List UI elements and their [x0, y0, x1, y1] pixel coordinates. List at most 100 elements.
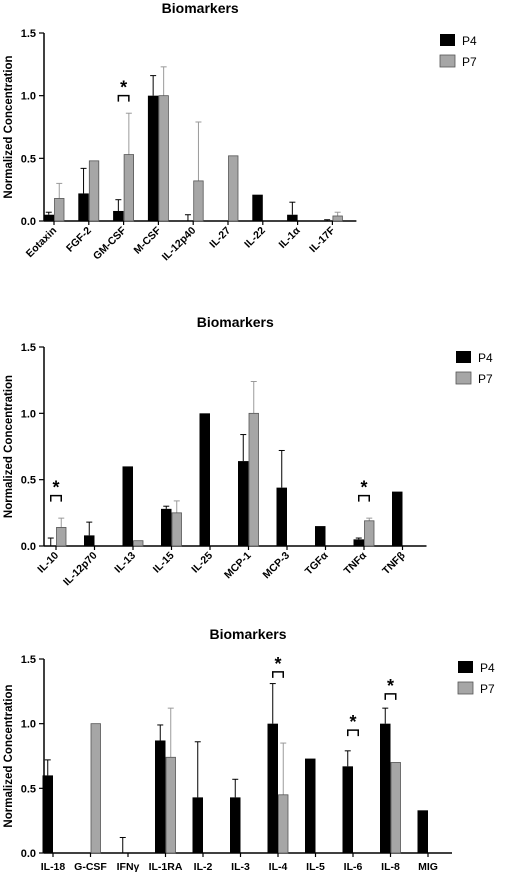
x-tick-label: MIG — [418, 861, 438, 873]
bar-p4 — [147, 95, 159, 221]
bar-p4 — [353, 539, 364, 546]
x-tick-label: IL-17F — [307, 224, 338, 255]
bar-p7 — [193, 180, 204, 222]
legend-label-p7: P7 — [480, 682, 495, 696]
chart-title: Biomarkers — [162, 0, 239, 16]
bar-p4 — [342, 766, 353, 853]
y-tick-label: 0.5 — [21, 153, 36, 165]
y-axis-label: Normalized Concentration — [3, 375, 15, 518]
x-tick-label: MCP-3 — [261, 550, 293, 582]
x-tick-label: IL-12p70 — [61, 550, 100, 589]
bar-p4 — [392, 491, 403, 546]
y-tick-label: 0.0 — [21, 216, 36, 228]
significance-bracket — [50, 494, 62, 502]
significance-bracket — [117, 94, 130, 102]
y-tick-label: 1.5 — [21, 342, 36, 354]
bar-p4 — [43, 214, 54, 221]
x-tick-label: IL-3 — [231, 861, 250, 873]
bar-p4 — [252, 194, 263, 221]
x-tick-label: TNFβ — [380, 549, 408, 577]
x-tick-label: IL-2 — [194, 861, 213, 873]
legend-swatch-p4 — [440, 34, 455, 46]
x-tick-label: IL-8 — [381, 861, 400, 873]
bar-p7 — [364, 520, 375, 547]
significance-bracket — [358, 494, 370, 502]
x-tick-label: IL-12p40 — [160, 225, 199, 264]
bar-p7 — [133, 540, 144, 547]
chart-title: Biomarkers — [209, 626, 286, 642]
y-axis-label: Normalized Concentration — [3, 55, 15, 198]
significance-star: * — [274, 654, 281, 674]
bar-p4 — [161, 508, 172, 546]
x-tick-label: MCP-1 — [222, 550, 254, 582]
bar-p7 — [158, 95, 169, 222]
x-tick-label: IL-5 — [306, 861, 325, 873]
bar-p7 — [90, 723, 101, 854]
bar-p4 — [230, 797, 241, 853]
bar-p4 — [287, 214, 298, 221]
bar-p4 — [276, 487, 287, 546]
bar-p4 — [84, 535, 95, 546]
significance-star: * — [349, 712, 356, 732]
chart-3: Biomarkers Normalized Concentration 0.0 0.5… — [3, 626, 495, 873]
bar-p4 — [417, 810, 428, 853]
y-tick-label: 1.5 — [21, 654, 36, 666]
bar-p7 — [332, 215, 343, 222]
bar-p7 — [88, 160, 100, 222]
x-tick-label: IL-10 — [35, 550, 61, 576]
chart-title: Biomarkers — [197, 314, 274, 330]
chart-2: Biomarkers Normalized Concentration 0.0 0.5… — [3, 314, 493, 588]
y-tick-label: 0.0 — [21, 541, 36, 553]
x-tick-label: GM-CSF — [91, 224, 129, 262]
bar-p4 — [199, 413, 210, 546]
y-tick-label: 0.5 — [21, 783, 36, 795]
bar-p7 — [390, 762, 401, 854]
bar-p4 — [78, 193, 89, 221]
legend: P4 P7 — [455, 351, 493, 386]
legend-swatch-p4 — [458, 661, 473, 673]
bar-p7 — [54, 198, 65, 222]
legend-label-p7: P7 — [478, 372, 493, 386]
bar-p4 — [192, 797, 203, 853]
bar-p4 — [42, 775, 53, 853]
legend-swatch-p7 — [455, 371, 472, 385]
significance-bracket — [384, 693, 397, 700]
x-tick-label: IL-1RA — [149, 861, 183, 873]
x-tick-label: IL-13 — [112, 550, 138, 576]
bar-p7 — [123, 154, 134, 222]
bar-p4 — [155, 740, 166, 853]
legend-label-p4: P4 — [462, 34, 477, 48]
bar-p4 — [305, 758, 316, 853]
bar-p7 — [278, 794, 289, 854]
significance-bracket — [272, 671, 284, 678]
x-tick-label: IFNγ — [117, 861, 140, 873]
x-tick-label: IL-15 — [151, 550, 177, 576]
y-tick-label: 1.5 — [21, 28, 36, 40]
legend-label-p4: P4 — [478, 351, 493, 365]
x-tick-label: IL-27 — [207, 225, 233, 251]
significance-star: * — [52, 478, 59, 498]
significance-star: * — [360, 478, 367, 498]
legend-label-p4: P4 — [480, 661, 495, 675]
bar-p7 — [56, 527, 67, 547]
bar-p7 — [228, 155, 239, 222]
y-tick-label: 1.0 — [21, 719, 36, 731]
bar-p7 — [248, 412, 259, 547]
bar-p4 — [238, 461, 249, 546]
legend: P4 P7 — [457, 661, 495, 696]
bar-p7 — [165, 756, 176, 854]
x-tick-label: M-CSF — [132, 224, 164, 256]
legend-swatch-p4 — [456, 351, 471, 363]
y-tick-label: 0.0 — [21, 848, 36, 860]
x-tick-label: IL-22 — [242, 225, 268, 251]
x-tick-label: TGFα — [303, 549, 331, 577]
x-tick-label: IL-4 — [269, 861, 288, 873]
x-tick-label: IL-25 — [189, 550, 215, 576]
bar-p4 — [380, 723, 391, 853]
x-tick-label: IL-1α — [276, 224, 303, 251]
legend-label-p7: P7 — [462, 55, 477, 69]
y-axis-label: Normalized Concentration — [3, 684, 15, 827]
bar-p4 — [113, 210, 124, 221]
y-tick-label: 0.5 — [21, 475, 36, 487]
